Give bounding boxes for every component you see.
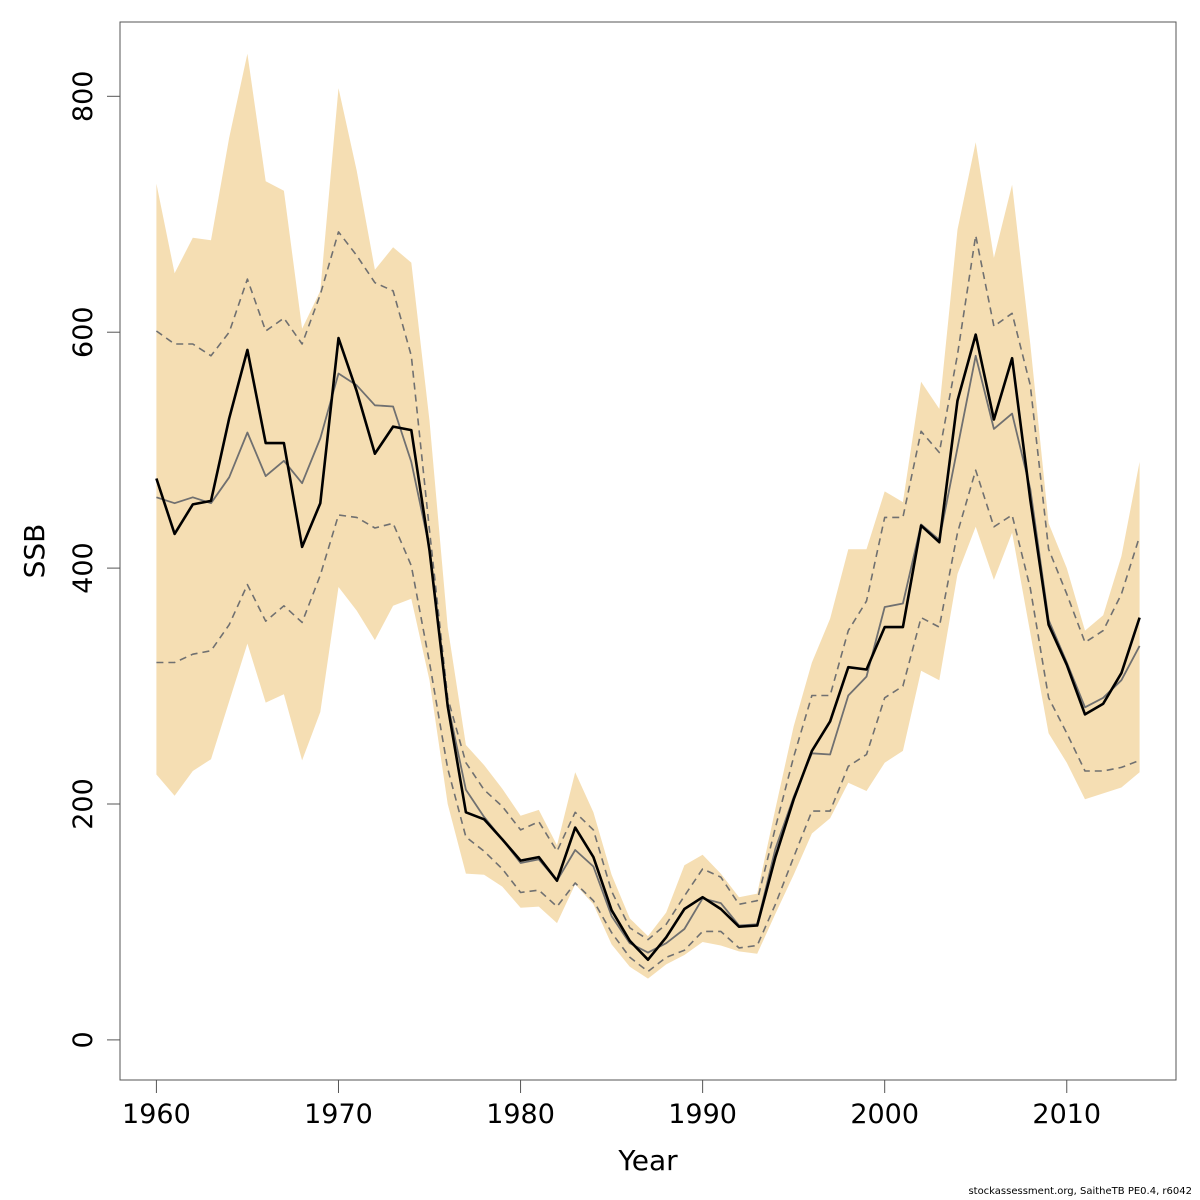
credit-footer: stockassessment.org, SaitheTB PE0.4, r60…: [968, 1186, 1192, 1197]
median-line: [156, 354, 1141, 954]
y-tick-label: 400: [68, 542, 99, 594]
x-tick-label: 2010: [1032, 1099, 1101, 1130]
x-tick-label: 1960: [122, 1099, 191, 1130]
lower-quantile-line: [156, 469, 1140, 973]
x-tick-label: 1990: [668, 1099, 737, 1130]
axis-layer: 1960 1970 1980 1990 2000 2010 0 200 400 600 800: [68, 71, 1101, 1130]
y-axis-title: SSB: [18, 524, 51, 579]
upper-quantile-line: [155, 231, 1141, 941]
ssb-estimate-line: [155, 333, 1141, 962]
y-tick-label: 0: [68, 1031, 99, 1048]
plot-layer: [155, 53, 1141, 979]
y-tick-label: 600: [68, 306, 99, 358]
x-tick-label: 1970: [304, 1099, 373, 1130]
y-tick-label: 800: [68, 71, 99, 123]
y-tick-label: 200: [68, 778, 99, 830]
confidence-band: [156, 53, 1140, 979]
x-tick-label: 1980: [486, 1099, 555, 1130]
x-axis-title: Year: [617, 1144, 678, 1177]
x-tick-label: 2000: [850, 1099, 919, 1130]
